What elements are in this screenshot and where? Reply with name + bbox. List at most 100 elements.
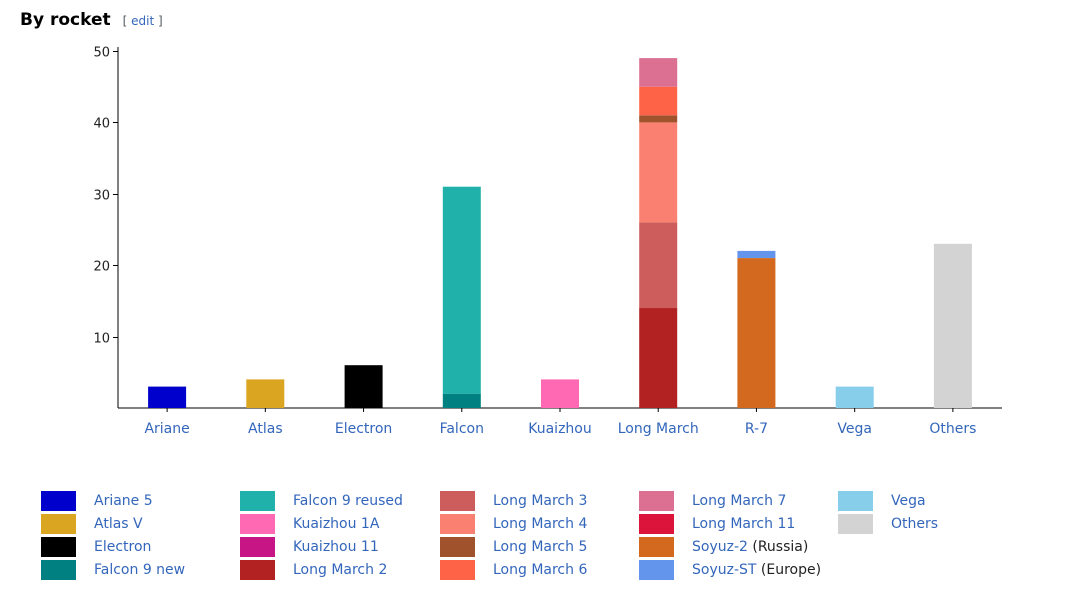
- legend-link[interactable]: Long March 3: [493, 493, 588, 509]
- legend-link[interactable]: Long March 7: [692, 493, 787, 509]
- legend-link[interactable]: Long March 11: [692, 516, 796, 532]
- legend-item: Vega: [838, 491, 926, 511]
- section-title: By rocket: [20, 10, 111, 30]
- legend-item: Electron: [41, 537, 151, 557]
- legend-label: Falcon 9 new: [94, 562, 185, 578]
- legend-item: Long March 3: [440, 491, 587, 511]
- legend-item: Falcon 9 new: [41, 560, 185, 580]
- bar-segment-atlas-v: [246, 379, 285, 408]
- legend-link[interactable]: Soyuz-2: [692, 539, 748, 555]
- y-tick-label: 40: [93, 117, 110, 132]
- bar-segment-vega: [835, 386, 874, 408]
- y-tick-label: 50: [93, 46, 110, 61]
- edit-bracket-open: [: [122, 14, 128, 28]
- legend-label: Vega: [891, 493, 926, 509]
- legend-label: Others: [891, 516, 938, 532]
- legend-suffix: (Europe): [756, 562, 822, 578]
- legend-label: Long March 3: [493, 493, 587, 509]
- bar-segment-kuaizhou-1a: [541, 379, 579, 408]
- edit-bracket-close: ]: [158, 14, 163, 28]
- legend-swatch: [41, 537, 76, 557]
- legend-link[interactable]: Long March 5: [493, 539, 588, 555]
- x-category-label[interactable]: Ariane: [144, 421, 189, 437]
- legend-label: Soyuz-ST (Europe): [692, 562, 821, 578]
- legend-swatch: [639, 491, 674, 511]
- x-category-label[interactable]: Atlas: [248, 421, 283, 437]
- legend-label: Long March 6: [493, 562, 587, 578]
- bar-segment-long-march-5: [639, 115, 678, 123]
- legend-link[interactable]: Kuaizhou 1A: [293, 516, 380, 532]
- legend-label: Atlas V: [94, 516, 143, 532]
- legend-link[interactable]: Long March 2: [293, 562, 388, 578]
- x-category-label[interactable]: Falcon: [440, 421, 484, 437]
- legend-swatch: [41, 491, 76, 511]
- legend-item: Soyuz-ST (Europe): [639, 560, 821, 580]
- legend-item: Long March 11: [639, 514, 795, 534]
- legend-suffix: (Russia): [747, 539, 809, 555]
- bar-segment-falcon-9-reused: [442, 186, 481, 394]
- bar-segment-soyuz-st: [737, 250, 776, 258]
- y-tick-label: 20: [93, 260, 110, 275]
- legend-swatch: [440, 514, 475, 534]
- bar-segment-others: [933, 243, 972, 408]
- x-category-label[interactable]: Kuaizhou: [528, 421, 592, 437]
- legend-link[interactable]: Falcon 9 new: [94, 562, 186, 578]
- legend-link[interactable]: Ariane 5: [94, 493, 153, 509]
- legend-item: Others: [838, 514, 938, 534]
- bar-segment-electron: [344, 365, 383, 408]
- legend-swatch: [639, 560, 674, 580]
- bar-segment-long-march-3: [639, 222, 678, 309]
- legend-label: Falcon 9 reused: [293, 493, 403, 509]
- legend-item: Kuaizhou 1A: [240, 514, 379, 534]
- x-category-label[interactable]: Electron: [335, 421, 392, 437]
- legend-link[interactable]: Soyuz-ST: [692, 562, 757, 578]
- legend-link[interactable]: Vega: [891, 493, 926, 509]
- legend-link[interactable]: Atlas V: [94, 516, 143, 532]
- bar-segment-long-march-7: [639, 58, 678, 87]
- bar-segment-ariane-5: [148, 386, 187, 408]
- legend-link[interactable]: Falcon 9 reused: [293, 493, 403, 509]
- edit-section-link-wrapper: [ edit ]: [123, 14, 163, 28]
- bar-segment-falcon-9-new: [442, 393, 481, 408]
- legend-label: Soyuz-2 (Russia): [692, 539, 808, 555]
- legend-swatch: [838, 514, 873, 534]
- y-tick-label: 10: [93, 332, 110, 347]
- x-category-label[interactable]: Others: [929, 421, 976, 437]
- legend-label: Long March 7: [692, 493, 786, 509]
- legend-item: Long March 6: [440, 560, 587, 580]
- legend-swatch: [440, 537, 475, 557]
- legend-item: Long March 5: [440, 537, 587, 557]
- legend-link[interactable]: Long March 4: [493, 516, 588, 532]
- y-tick-label: 30: [93, 189, 110, 204]
- legend-link[interactable]: Long March 6: [493, 562, 588, 578]
- legend-swatch: [440, 560, 475, 580]
- legend-label: Long March 4: [493, 516, 587, 532]
- legend-link[interactable]: Others: [891, 516, 939, 532]
- legend-item: Soyuz-2 (Russia): [639, 537, 808, 557]
- legend-swatch: [240, 560, 275, 580]
- legend-link[interactable]: Electron: [94, 539, 152, 555]
- bar-segment-soyuz-2: [737, 258, 776, 408]
- bar-segment-long-march-2: [639, 308, 678, 408]
- legend-swatch: [639, 537, 674, 557]
- legend-item: Ariane 5: [41, 491, 153, 511]
- legend-swatch: [838, 491, 873, 511]
- legend-link[interactable]: Kuaizhou 11: [293, 539, 379, 555]
- legend-item: Falcon 9 reused: [240, 491, 403, 511]
- legend-swatch: [240, 514, 275, 534]
- x-category-label[interactable]: Vega: [837, 421, 872, 437]
- legend-swatch: [639, 514, 674, 534]
- legend-item: Long March 2: [240, 560, 387, 580]
- legend-swatch: [240, 491, 275, 511]
- edit-section-link[interactable]: edit: [131, 14, 155, 28]
- legend-swatch: [240, 537, 275, 557]
- x-category-label[interactable]: R-7: [745, 421, 768, 437]
- legend-swatch: [440, 491, 475, 511]
- legend-label: Long March 5: [493, 539, 587, 555]
- legend-label: Electron: [94, 539, 151, 555]
- legend-swatch: [41, 514, 76, 534]
- x-category-label[interactable]: Long March: [618, 421, 699, 437]
- bar-segment-long-march-4: [639, 122, 678, 223]
